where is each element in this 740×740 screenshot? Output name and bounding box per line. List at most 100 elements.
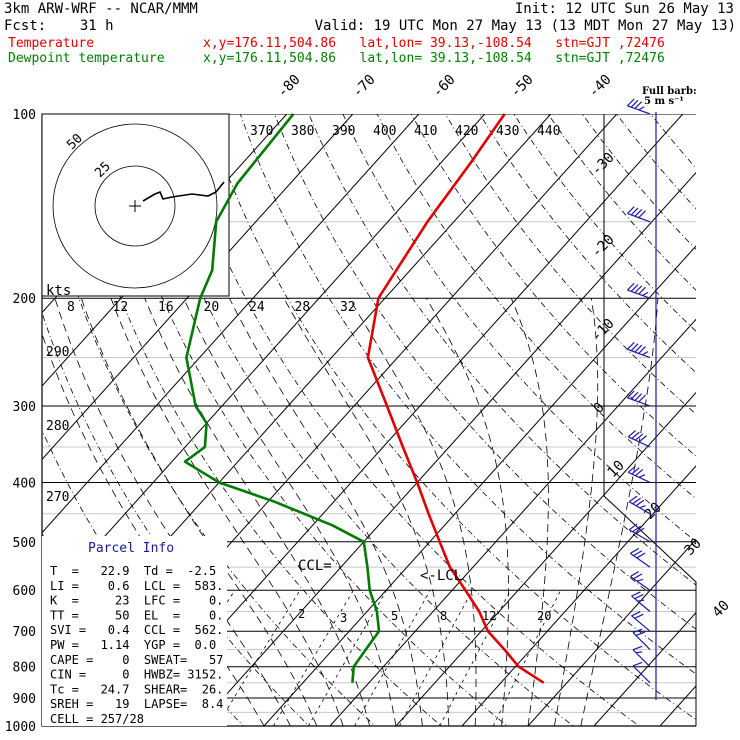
- wind-barb-flag: [627, 282, 635, 291]
- mixing-ratio-line: [399, 590, 473, 726]
- wind-barb: [629, 547, 651, 568]
- ccl-marker: CCL=: [298, 558, 332, 574]
- wind-barb: [628, 523, 651, 543]
- dry-adiabat: [205, 114, 696, 721]
- moist-adiabat: [81, 298, 318, 726]
- wind-barb-staff: [631, 595, 651, 612]
- dry-adiabat: [445, 114, 696, 415]
- isotherm-line: [197, 171, 696, 726]
- hodograph-ring-50: [52, 123, 218, 289]
- temperature-legend-label: Temperature: [8, 36, 95, 51]
- pressure-tick-label: 300: [13, 400, 36, 415]
- theta-e-label: 16: [158, 300, 174, 315]
- plot-right-edge: [603, 114, 697, 726]
- wind-barb-flag: [638, 474, 646, 478]
- moist-adiabat: [144, 298, 370, 726]
- wind-barb-staff: [631, 615, 651, 632]
- wind-barb: [629, 571, 651, 591]
- model-title: 3km ARW-WRF -- NCAR/MMM: [4, 1, 198, 17]
- moist-adiabat: [554, 298, 599, 726]
- wind-barb-staff: [627, 397, 651, 407]
- pressure-tick-label: 600: [13, 584, 36, 599]
- wind-barb-flag: [630, 343, 639, 352]
- mixing-ratio-label: 2: [298, 607, 305, 621]
- wind-barb-flag: [635, 651, 643, 654]
- wind-barb: [632, 628, 651, 650]
- moist-adiabat: [348, 297, 477, 726]
- dry-adiabat: [42, 155, 376, 726]
- moist-adiabat: [283, 298, 450, 726]
- moist-adiabat: [110, 298, 344, 726]
- wind-barb-flag: [634, 101, 643, 109]
- dry-adiabat: [342, 114, 696, 543]
- theta-label: 390: [332, 124, 355, 139]
- dry-adiabat: [410, 114, 696, 457]
- wind-barb-flag: [634, 208, 643, 217]
- dry-adiabat: [239, 114, 696, 675]
- wind-barb-flag: [628, 523, 638, 531]
- wind-barb-flag: [635, 468, 644, 477]
- parcel-info-row: K = 23 LFC = 0.: [50, 594, 223, 608]
- wind-barb-staff: [627, 436, 651, 448]
- dry-adiabat: [547, 114, 696, 291]
- mixing-ratio-line: [307, 589, 387, 726]
- mixing-ratio-line: [439, 590, 511, 726]
- moist-adiabat: [510, 298, 549, 726]
- isotherm-line: [42, 114, 354, 461]
- wind-barb-flag: [627, 206, 635, 214]
- parcel-info-row: CIN = 0 HWBZ= 3152.: [50, 668, 223, 682]
- theta-label: 420: [455, 124, 478, 139]
- parcel-info-bg: [42, 536, 227, 726]
- isotherm-line: [42, 114, 486, 607]
- mixing-ratio-label: 20: [537, 609, 551, 623]
- wind-barb-flag: [632, 628, 643, 634]
- wind-barb-flag: [627, 342, 635, 350]
- isotherm-line: [461, 465, 696, 726]
- dewpoint-station-info: x,y=176.11,504.86 lat,lon= 39.13,-108.54…: [203, 51, 665, 66]
- wind-barb-flag: [627, 390, 635, 399]
- init-time: Init: 12 UTC Sun 26 May 13: [514, 1, 734, 17]
- parcel-info-row: CELL = 257/28: [50, 712, 144, 726]
- wind-barb-flag: [628, 495, 638, 503]
- isotherm-line: [263, 245, 696, 726]
- parcel-info-title: Parcel Info: [88, 541, 174, 556]
- dry-adiabat: [103, 114, 508, 726]
- forecast-hour: Fcst: 31 h: [4, 18, 114, 34]
- full-barb-units: 5 m s⁻¹: [644, 96, 684, 107]
- moist-adiabat: [183, 298, 397, 726]
- parcel-info-row: SVI = 0.4 CCL = 562.: [50, 623, 223, 637]
- wind-barb-flag: [630, 547, 639, 554]
- parcel-info-row: CAPE = 0 SWEAT= 57: [50, 653, 223, 667]
- pressure-tick-label: 100: [13, 108, 36, 123]
- parcel-info-row: T = 22.9 Td = -2.5: [50, 564, 216, 578]
- wind-barb: [632, 645, 651, 668]
- theta-e-label: 32: [340, 300, 356, 315]
- pressure-tick-label: 500: [13, 536, 36, 551]
- dry-adiabat: [137, 114, 574, 726]
- wind-barb-staff: [629, 575, 651, 591]
- hodograph-units-label: kts: [46, 283, 71, 299]
- wind-barb-flag: [627, 430, 636, 438]
- wind-barb-flag: [633, 550, 643, 557]
- isotherm-label: 0: [591, 400, 608, 417]
- dry-adiabat: [581, 114, 696, 250]
- parcel-info-row: SREH = 19 LAPSE= 8.4: [50, 697, 223, 711]
- parcel-info-row: PW = 1.14 YGP = 0.0: [50, 638, 216, 652]
- theta-e-label: 28: [295, 300, 311, 315]
- isotherm-label: -70: [350, 72, 379, 101]
- wind-barb: [627, 206, 651, 223]
- sounding-profiles: [183, 113, 545, 684]
- pressure-tick-label: 200: [13, 292, 36, 307]
- isotherm-label: -10: [589, 316, 618, 345]
- wind-barb-staff: [632, 665, 651, 684]
- mixing-ratio-label: 3: [340, 611, 347, 625]
- pressure-tick-label: 900: [13, 692, 36, 707]
- theta-label: 380: [291, 124, 314, 139]
- wind-barb-flag: [632, 645, 643, 651]
- wind-barb-flag: [642, 291, 649, 297]
- temperature-profile: [366, 113, 545, 684]
- pressure-tick-label: 800: [13, 661, 36, 676]
